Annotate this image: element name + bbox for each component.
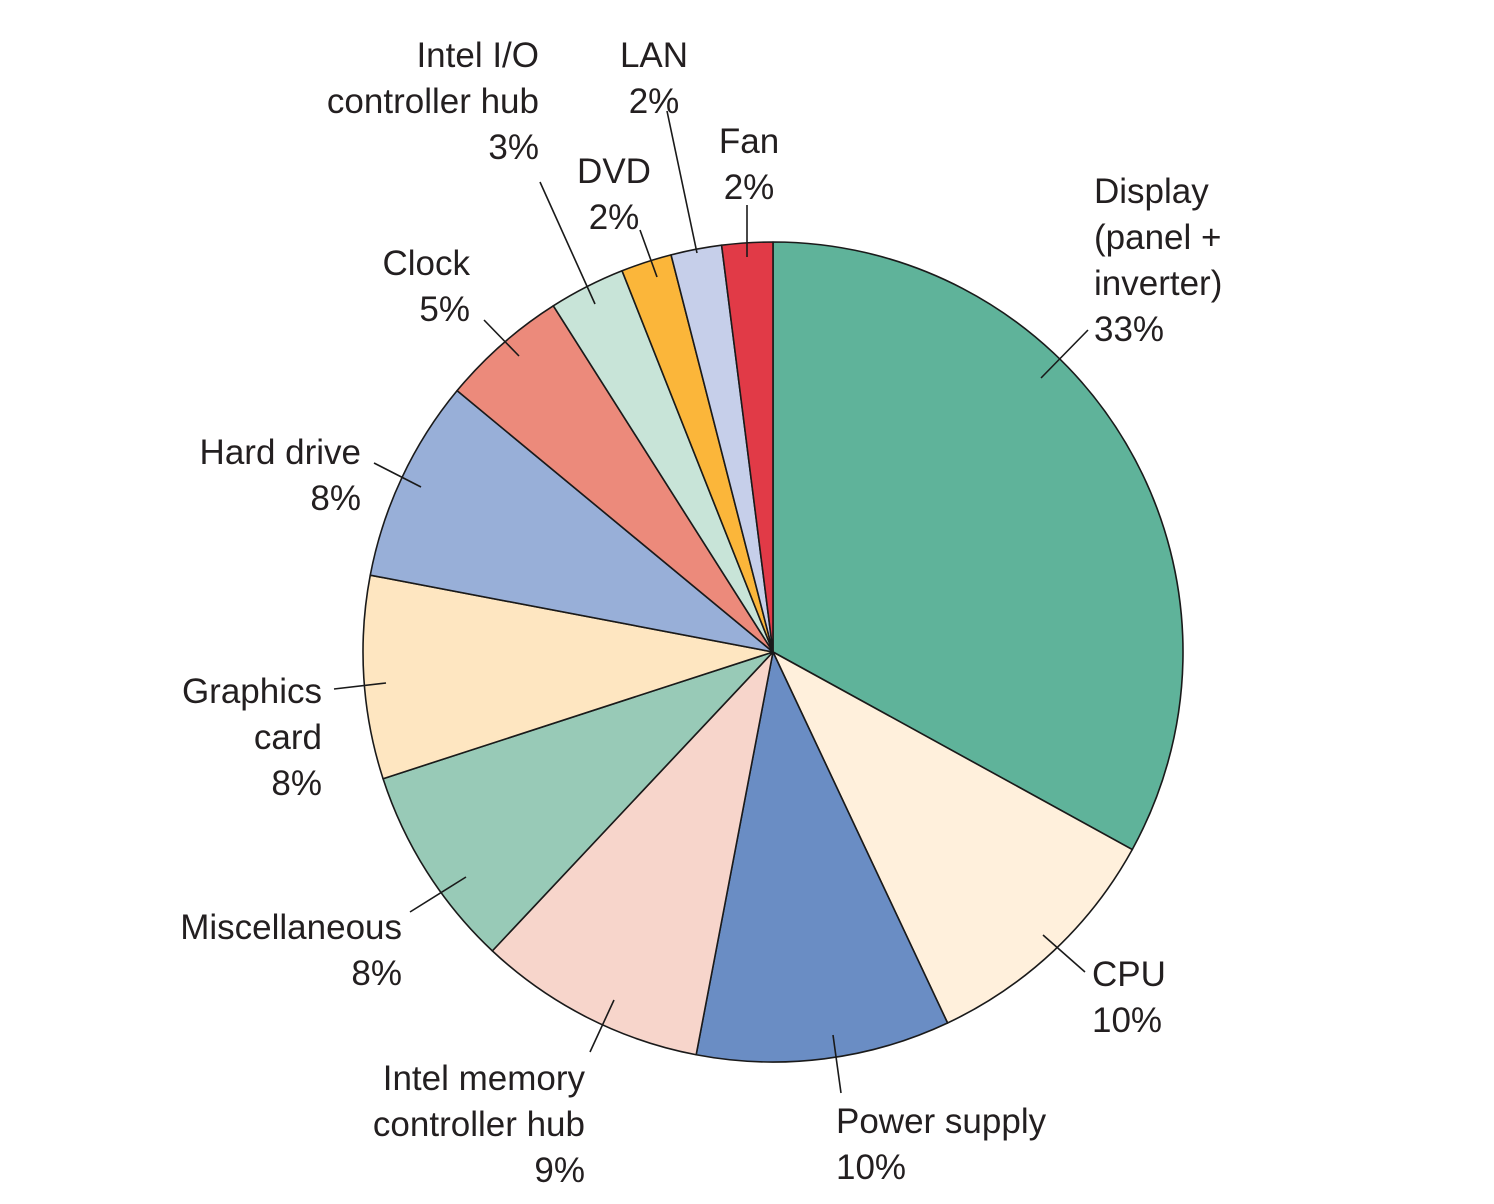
slice-label-line: 33% xyxy=(1094,310,1164,349)
leader-line-lan xyxy=(666,110,698,254)
leader-line-intel-memory xyxy=(589,999,615,1053)
leader-line-hard-drive xyxy=(373,462,422,488)
slice-label-line: 10% xyxy=(836,1148,906,1187)
pie-slices xyxy=(362,241,1184,1063)
slice-label-line: controller hub xyxy=(327,82,539,121)
leader-line-cpu xyxy=(1042,934,1086,973)
leader-line-power-supply xyxy=(832,1034,842,1094)
slice-label-line: 8% xyxy=(271,764,322,803)
slice-label-line: 2% xyxy=(589,198,640,237)
slice-label-line: 8% xyxy=(310,479,361,518)
slice-label-hard-drive: Hard drive 8% xyxy=(200,433,361,518)
slice-label-intel-i-o: Intel I/O controller hub 3% xyxy=(327,36,539,167)
slice-label-power-supply: Power supply 10% xyxy=(836,1102,1047,1187)
slice-label-line: LAN xyxy=(620,36,688,75)
slice-label-lan: LAN 2% xyxy=(620,36,688,121)
slice-label-line: 10% xyxy=(1092,1001,1162,1040)
slice-label-line: 3% xyxy=(488,128,539,167)
leader-line-miscellaneous xyxy=(409,876,467,913)
slice-label-line: CPU xyxy=(1092,955,1166,994)
slice-label-miscellaneous: Miscellaneous 8% xyxy=(180,908,402,993)
slice-label-dvd: DVD 2% xyxy=(577,152,651,237)
slice-label-line: controller hub xyxy=(373,1105,585,1144)
leader-line-display xyxy=(1040,329,1089,379)
slice-label-line: Clock xyxy=(382,244,470,283)
slice-label-fan: Fan 2% xyxy=(719,122,779,207)
slice-label-line: Intel memory xyxy=(383,1059,586,1098)
slice-label-line: 2% xyxy=(629,82,680,121)
slice-label-line: Graphics xyxy=(182,672,322,711)
pie-slice-display xyxy=(772,241,1184,851)
slice-label-graphics: Graphics card 8% xyxy=(182,672,322,803)
slice-label-line: Fan xyxy=(719,122,779,161)
slice-label-line: card xyxy=(254,718,322,757)
slice-labels: Display (panel + inverter) 33%CPU 10%Power s… xyxy=(180,36,1222,1190)
slice-label-line: 2% xyxy=(724,168,775,207)
leader-line-graphics xyxy=(333,682,387,690)
slice-label-line: (panel + xyxy=(1094,218,1221,257)
slice-label-line: Hard drive xyxy=(200,433,361,472)
slice-label-line: DVD xyxy=(577,152,651,191)
pie-slice-power-supply xyxy=(695,651,949,1063)
pie-slice-miscellaneous xyxy=(382,651,774,952)
pie-slice-graphics xyxy=(362,574,774,780)
slice-label-clock: Clock 5% xyxy=(382,244,470,329)
leader-line-intel-i-o xyxy=(539,181,596,305)
slice-label-line: Intel I/O xyxy=(416,36,539,75)
slice-label-display: Display (panel + inverter) 33% xyxy=(1094,172,1222,349)
slice-label-cpu: CPU 10% xyxy=(1092,955,1166,1040)
pie-slice-intel-memory xyxy=(491,651,774,1056)
slice-label-line: 8% xyxy=(351,954,402,993)
slice-label-line: Display xyxy=(1094,172,1209,211)
leader-line-clock xyxy=(483,319,520,357)
pie-slice-cpu xyxy=(772,651,1134,1024)
leader-line-dvd xyxy=(639,229,658,278)
slice-label-line: inverter) xyxy=(1094,264,1222,303)
slice-label-line: 5% xyxy=(419,290,470,329)
slice-label-line: Miscellaneous xyxy=(180,908,402,947)
slice-label-intel-memory: Intel memory controller hub 9% xyxy=(373,1059,586,1190)
slice-label-line: 9% xyxy=(534,1151,585,1190)
slice-label-line: Power supply xyxy=(836,1102,1047,1141)
leader-lines xyxy=(333,110,1089,1094)
